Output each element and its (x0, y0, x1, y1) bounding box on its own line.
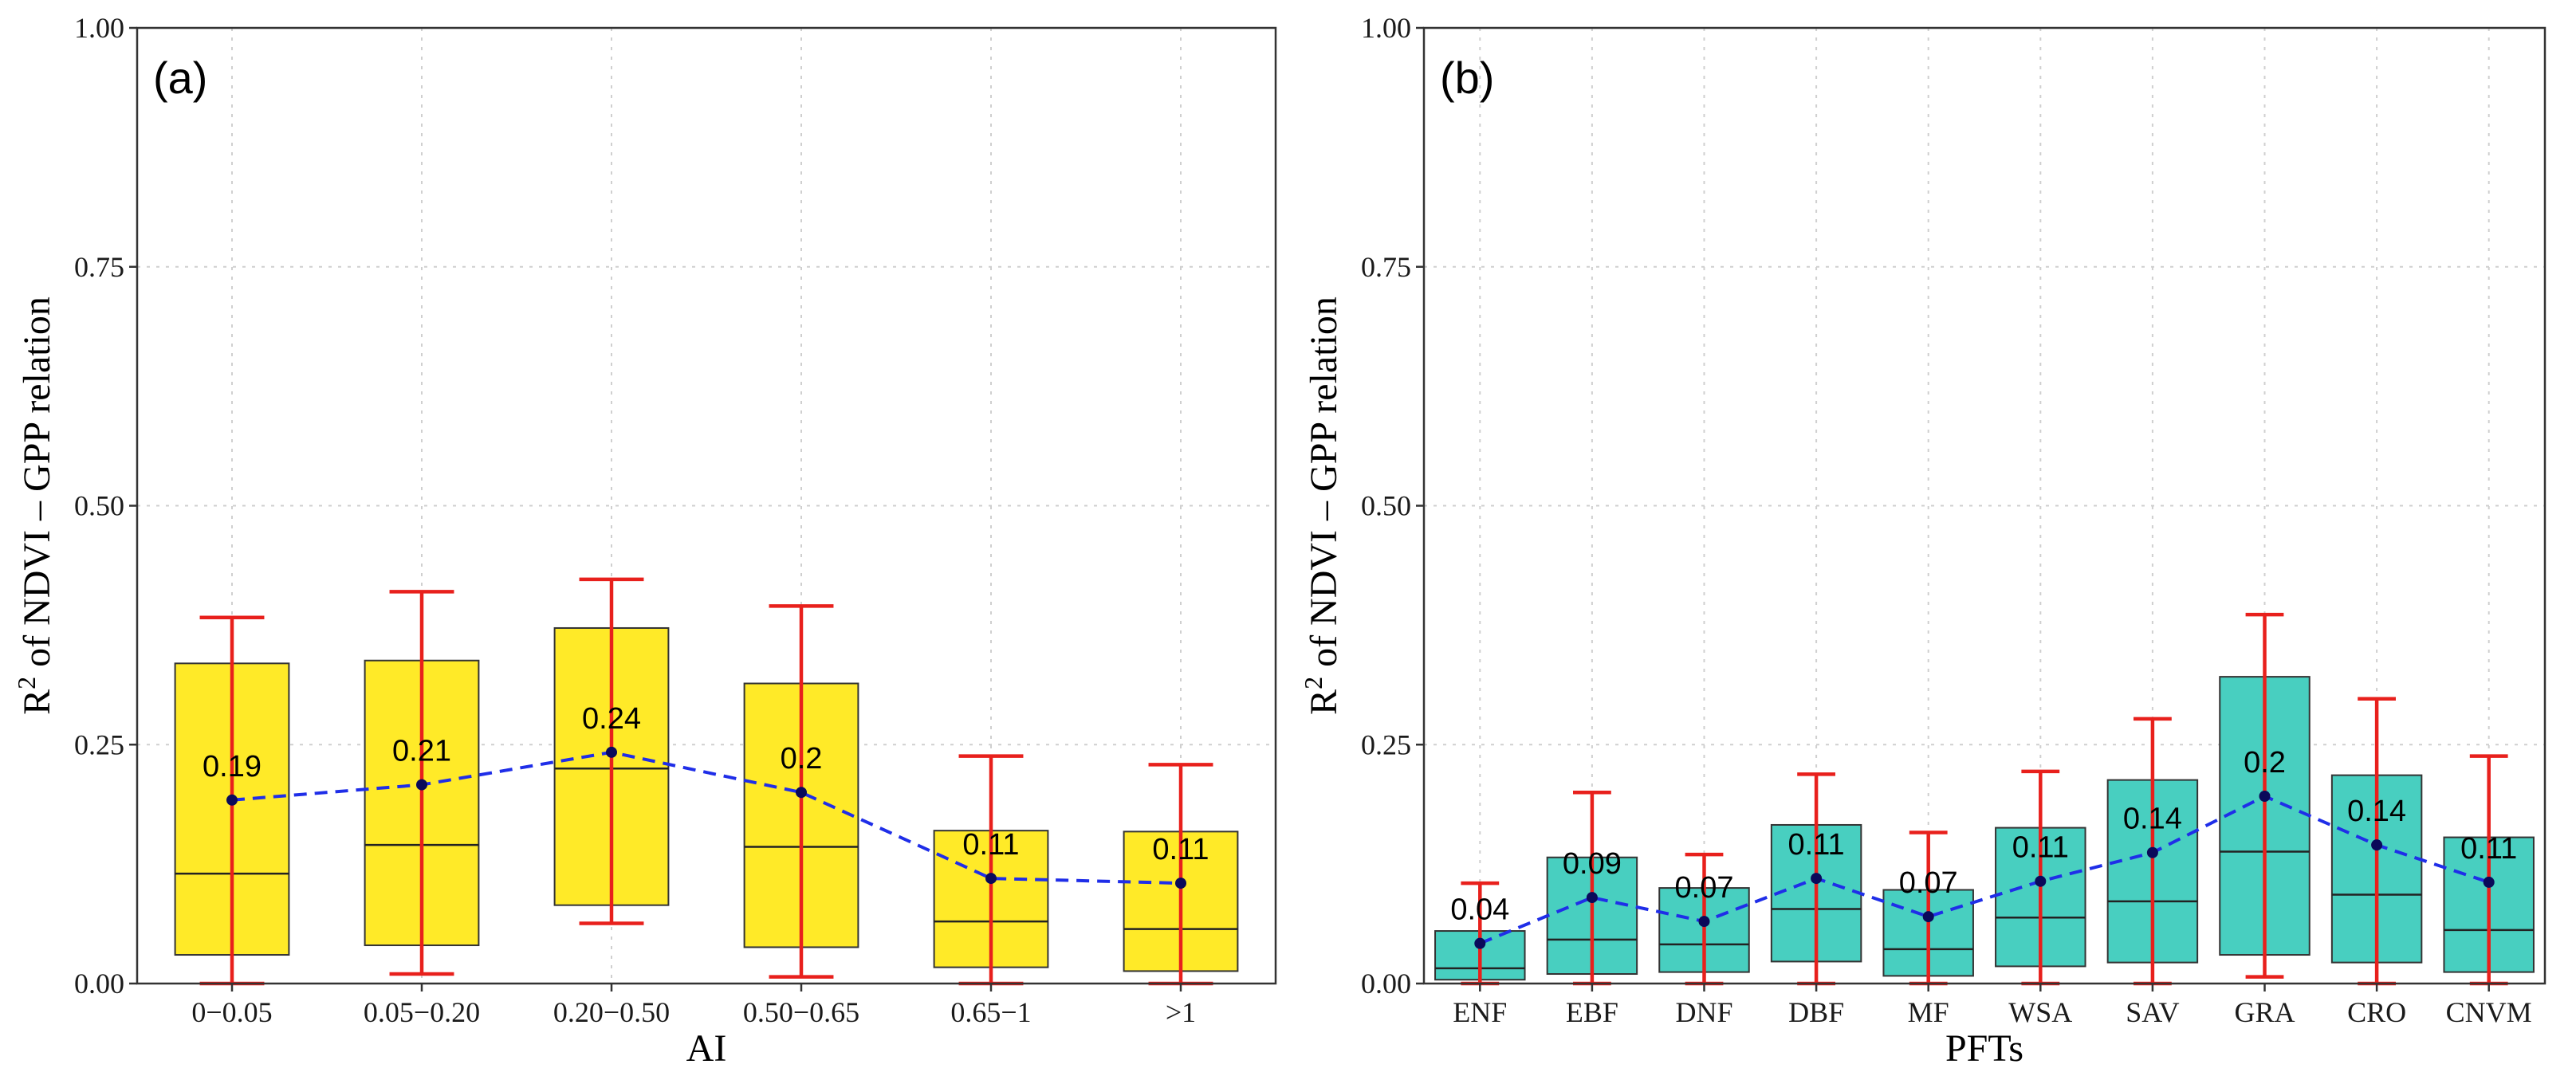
y-tick-label: 1.00 (74, 12, 124, 44)
mean-label: 0.11 (2460, 832, 2517, 866)
mean-point (2371, 839, 2383, 851)
x-tick-label: 0.05−0.20 (364, 996, 480, 1028)
x-tick-label: DNF (1675, 996, 1732, 1028)
x-axis-title: PFTs (1945, 1027, 2023, 1070)
x-tick-label: ENF (1453, 996, 1507, 1028)
mean-label: 0.21 (392, 735, 451, 768)
y-tick-label: 0.25 (1361, 728, 1411, 760)
x-tick-label: GRA (2234, 996, 2295, 1028)
mean-label: 0.11 (1152, 833, 1209, 866)
mean-point (1811, 873, 1823, 885)
mean-label: 0.11 (962, 828, 1019, 862)
box-4 (933, 754, 1049, 986)
y-axis-title: R2 of NDVI – GPP relation (1299, 296, 1345, 715)
y-axis-title-sup: 2 (12, 677, 41, 689)
panel-label: (b) (1440, 53, 1494, 103)
mean-label: 0.11 (2012, 831, 2069, 865)
mean-label: 0.07 (1675, 871, 1734, 905)
box-7 (2219, 612, 2311, 979)
box-9 (2443, 754, 2535, 986)
mean-label: 0.2 (2244, 746, 2286, 779)
mean-label: 0.24 (582, 702, 641, 736)
mean-line (231, 750, 1182, 885)
mean-point (1474, 937, 1486, 949)
x-tick-label: WSA (2008, 996, 2072, 1028)
mean-point (2259, 790, 2271, 802)
panel-label: (a) (153, 53, 207, 103)
x-tick-label: 0.50−0.65 (743, 996, 859, 1028)
y-tick-label: 0.00 (74, 968, 124, 999)
y-tick-label: 1.00 (1361, 12, 1411, 44)
mean-point (2035, 875, 2047, 887)
mean-point (416, 779, 427, 791)
y-axis-title: R2 of NDVI – GPP relation (12, 296, 58, 715)
x-tick-label: 0.65−1 (950, 996, 1031, 1028)
y-tick-label: 0.25 (74, 728, 124, 760)
mean-line (1479, 794, 2490, 945)
box-4 (1882, 831, 1974, 986)
mean-point (1922, 911, 1934, 923)
y-tick-label: 0.50 (74, 490, 124, 522)
x-tick-label: >1 (1166, 996, 1196, 1028)
mean-label: 0.2 (781, 742, 823, 776)
y-tick-label: 0.00 (1361, 968, 1411, 999)
mean-point (985, 873, 997, 885)
mean-label: 0.14 (2123, 803, 2182, 836)
x-tick-label: EBF (1566, 996, 1618, 1028)
mean-point (1586, 892, 1598, 904)
mean-label: 0.04 (1450, 893, 1509, 927)
mean-point (2483, 876, 2495, 888)
mean-point (226, 794, 238, 806)
mean-label: 0.14 (2347, 795, 2406, 828)
panel-a: 0.19 0.21 0.24 0.2 0.11 0.11 0.00 0.25 0.50 0.75 1… (12, 12, 1277, 1070)
mean-point (1175, 878, 1186, 889)
x-tick-label: CNVM (2446, 996, 2532, 1028)
y-axis-title-rest: of NDVI – GPP relation (16, 296, 58, 677)
box-1 (1546, 790, 1638, 986)
y-tick-label: 0.75 (1361, 251, 1411, 283)
x-tick-label: DBF (1788, 996, 1844, 1028)
x-tick-label: 0−0.05 (191, 996, 272, 1028)
y-tick-label: 0.75 (74, 251, 124, 283)
x-tick-label: SAV (2126, 996, 2179, 1028)
y-axis-title-rest: of NDVI – GPP relation (1303, 296, 1345, 677)
mean-label: 0.07 (1899, 866, 1958, 900)
y-tick-label: 0.50 (1361, 490, 1411, 522)
box-3 (743, 604, 859, 979)
mean-point (606, 746, 617, 758)
mean-point (796, 787, 807, 799)
mean-label: 0.11 (1788, 828, 1845, 862)
y-axis-title-sup: 2 (1299, 677, 1327, 689)
mean-point (2146, 846, 2158, 858)
y-axis-title-r: R (1303, 689, 1345, 715)
box-1 (364, 590, 480, 976)
mean-point (1698, 916, 1710, 928)
x-tick-label: 0.20−0.50 (553, 996, 670, 1028)
mean-label: 0.09 (1563, 847, 1622, 881)
x-tick-label: MF (1908, 996, 1949, 1028)
y-axis-title-r: R (16, 689, 58, 715)
x-tick-label: CRO (2347, 996, 2406, 1028)
box-6 (2106, 717, 2199, 986)
box-5 (1123, 763, 1239, 986)
mean-label: 0.19 (203, 750, 262, 783)
x-axis-title: AI (686, 1027, 727, 1070)
panel-b: 0.04 0.09 0.07 0.11 0.07 0.11 0.14 0.2 0.14 0.11 0… (1299, 12, 2547, 1070)
